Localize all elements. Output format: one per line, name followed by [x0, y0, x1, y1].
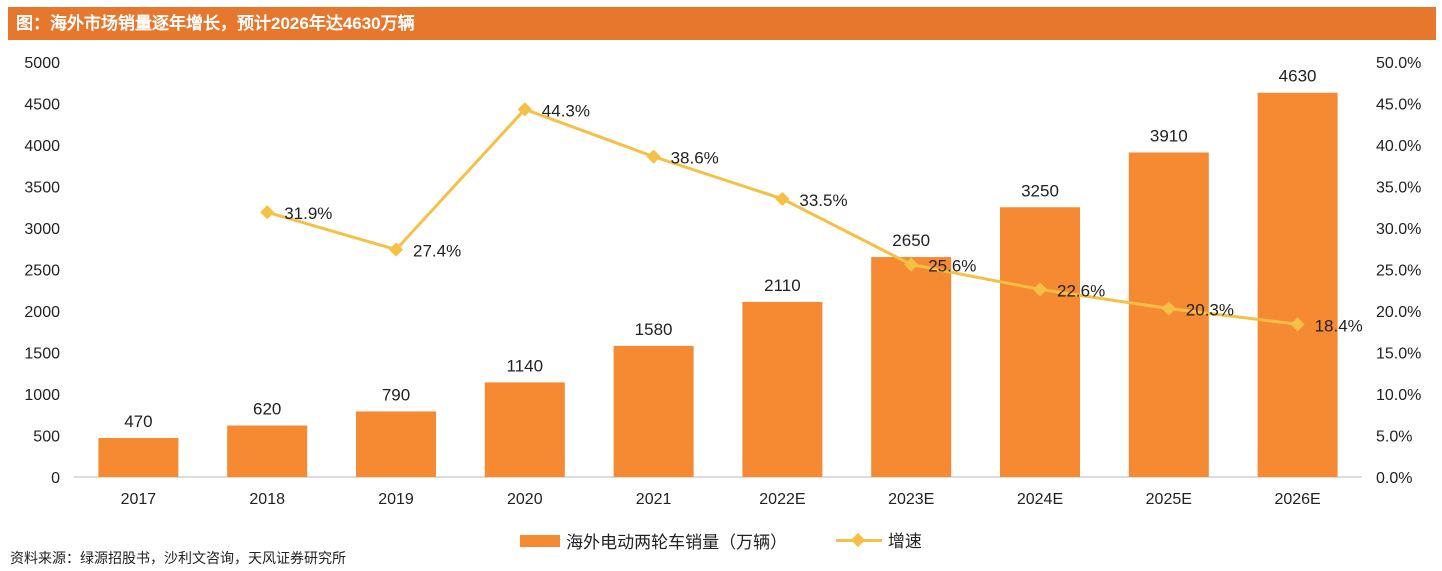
x-tick-label: 2021	[636, 491, 672, 508]
growth-marker	[646, 149, 661, 164]
growth-marker	[775, 191, 790, 207]
chart-title: 图：海外市场销量逐年增长，预计2026年达4630万辆	[8, 7, 1436, 40]
y-left-tick-label: 0	[51, 470, 60, 487]
x-tick-label: 2018	[249, 491, 285, 508]
y-left-tick-label: 1000	[24, 387, 60, 404]
legend-sales-label: 海外电动两轮车销量（万辆）	[566, 533, 788, 552]
growth-value-label: 20.3%	[1186, 301, 1234, 320]
y-right-tick-label: 10.0%	[1376, 387, 1421, 404]
growth-value-label: 31.9%	[284, 204, 332, 223]
source-note: 资料来源：绿源招股书，沙利文咨询，天风证券研究所	[10, 550, 346, 566]
growth-value-label: 38.6%	[671, 149, 719, 168]
bar-value-label: 1580	[635, 320, 673, 339]
x-tick-label: 2022E	[759, 491, 805, 508]
legend-bar-swatch	[520, 534, 561, 547]
bar-value-label: 3250	[1021, 181, 1059, 200]
combo-chart: 0 500 1000 1500 2000 2500 3000 3500 4000 4500 5000…	[24, 55, 1421, 508]
growth-marker	[1290, 317, 1305, 332]
bar	[227, 425, 308, 477]
bar	[871, 257, 952, 477]
bar-value-label: 4630	[1279, 67, 1317, 86]
legend-line-swatch	[835, 533, 882, 547]
bar-value-label: 2650	[892, 231, 930, 250]
bar	[98, 437, 179, 477]
bar-value-label: 790	[382, 385, 410, 404]
bar	[356, 411, 436, 477]
legend-item-growth: 增速	[835, 527, 922, 552]
y-left-tick-label: 3000	[24, 221, 60, 238]
bar	[1000, 207, 1080, 477]
bar	[484, 382, 565, 477]
growth-value-label: 44.3%	[542, 101, 590, 120]
x-tick-label: 2025E	[1146, 491, 1192, 508]
bar	[1257, 92, 1338, 478]
x-tick-label: 2026E	[1274, 491, 1320, 508]
y-right-tick-label: 20.0%	[1376, 304, 1421, 321]
bar	[613, 345, 694, 477]
x-tick-label: 2024E	[1017, 491, 1063, 508]
legend: 海外电动两轮车销量（万辆） 增速	[0, 527, 1442, 553]
x-tick-label: 2020	[507, 491, 543, 508]
growth-marker	[904, 257, 919, 272]
growth-marker	[388, 242, 404, 257]
x-tick-label: 2017	[121, 491, 157, 508]
y-left-tick-label: 4000	[24, 138, 60, 155]
bar-value-label: 470	[124, 412, 152, 431]
y-left-tick-label: 500	[33, 429, 60, 446]
y-left-tick-label: 3500	[24, 180, 60, 197]
growth-marker	[517, 102, 532, 117]
bar	[742, 301, 823, 477]
bar-value-label: 620	[253, 400, 281, 419]
y-left-tick-label: 1500	[24, 346, 60, 363]
legend-item-sales: 海外电动两轮车销量（万辆）	[520, 528, 787, 553]
y-right-tick-label: 0.0%	[1376, 470, 1412, 487]
growth-marker	[1032, 282, 1048, 297]
y-right-tick-label: 25.0%	[1376, 263, 1421, 280]
y-left-tick-label: 4500	[24, 97, 60, 114]
growth-value-label: 18.4%	[1315, 316, 1363, 335]
legend-growth-label: 增速	[887, 532, 922, 551]
bar-value-label: 2110	[764, 276, 801, 295]
y-right-tick-label: 45.0%	[1376, 97, 1421, 114]
growth-value-label: 22.6%	[1057, 281, 1105, 300]
bar-value-label: 1140	[507, 356, 544, 375]
bar-value-label: 3910	[1150, 126, 1188, 145]
y-left-tick-label: 2500	[24, 263, 60, 280]
y-right-tick-label: 5.0%	[1376, 429, 1412, 446]
y-right-tick-label: 30.0%	[1376, 221, 1421, 238]
growth-value-label: 33.5%	[799, 191, 847, 210]
growth-value-label: 27.4%	[413, 242, 461, 261]
y-left-tick-label: 5000	[24, 55, 60, 72]
growth-marker	[1161, 301, 1176, 316]
y-right-tick-label: 40.0%	[1376, 138, 1421, 155]
growth-value-label: 25.6%	[928, 257, 976, 276]
y-right-tick-label: 50.0%	[1376, 55, 1421, 72]
x-tick-label: 2019	[378, 491, 414, 508]
y-right-tick-label: 35.0%	[1376, 180, 1421, 197]
y-right-tick-label: 15.0%	[1376, 346, 1421, 363]
x-tick-label: 2023E	[888, 491, 934, 508]
growth-marker	[260, 205, 275, 220]
y-left-tick-label: 2000	[24, 304, 60, 321]
